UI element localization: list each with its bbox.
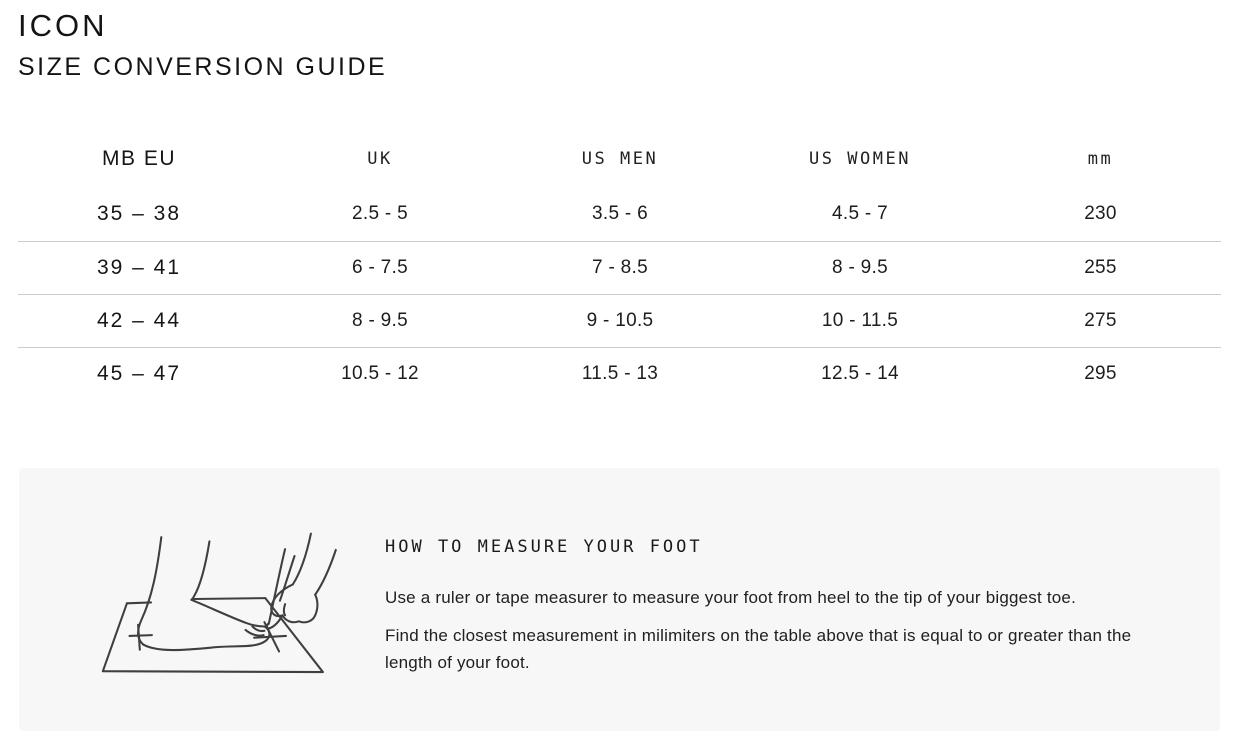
table-cell: 42 – 44: [18, 294, 260, 348]
table-row: 39 – 41 6 - 7.5 7 - 8.5 8 - 9.5 255: [18, 241, 1221, 295]
table-cell: 4.5 - 7: [740, 188, 980, 242]
table-header-row: MB EU UK US MEN US WOMEN mm: [18, 130, 1221, 188]
table-cell: 230: [980, 188, 1221, 242]
table-cell: 10.5 - 12: [341, 362, 419, 384]
page-subtitle: SIZE CONVERSION GUIDE: [18, 53, 388, 81]
table-cell: 8 - 9.5: [260, 294, 500, 348]
header-cell-uk: UK: [367, 149, 393, 169]
table-cell: 39 – 41: [18, 241, 260, 295]
table-row: 45 – 47 10.5 - 12 11.5 - 13 12.5 - 14 29…: [18, 347, 1221, 400]
measure-paragraph-1: Use a ruler or tape measurer to measure …: [385, 588, 1076, 607]
page-title: ICON: [18, 8, 108, 43]
table-cell: 35 – 38: [18, 188, 260, 242]
table-cell: 2.5 - 5: [260, 188, 500, 242]
how-to-measure-panel: HOW TO MEASURE YOUR FOOT Use a ruler or …: [19, 468, 1220, 731]
measure-heading: HOW TO MEASURE YOUR FOOT: [385, 537, 703, 557]
header-cell-us-men: US MEN: [581, 149, 659, 169]
header-cell-us-women: US WOMEN: [809, 149, 911, 169]
header-cell-mm: mm: [1087, 149, 1114, 169]
table-cell: 6 - 7.5: [260, 241, 500, 295]
size-conversion-table: MB EU UK US MEN US WOMEN mm 35 – 38 2.5 …: [18, 130, 1221, 400]
table-cell: 295: [1084, 362, 1117, 384]
table-row: 35 – 38 2.5 - 5 3.5 - 6 4.5 - 7 230: [18, 188, 1221, 242]
table-cell: 255: [980, 241, 1221, 295]
table-cell: 275: [980, 294, 1221, 348]
foot-measurement-illustration: [101, 532, 337, 674]
measure-instructions: HOW TO MEASURE YOUR FOOT Use a ruler or …: [385, 468, 1185, 676]
table-cell: 8 - 9.5: [740, 241, 980, 295]
table-cell: 12.5 - 14: [821, 362, 899, 384]
table-cell: 11.5 - 13: [581, 362, 659, 384]
table-row: 42 – 44 8 - 9.5 9 - 10.5 10 - 11.5 275: [18, 294, 1221, 348]
table-cell: 9 - 10.5: [500, 294, 740, 348]
page-header: ICON SIZE CONVERSION GUIDE: [18, 8, 387, 81]
table-cell: 3.5 - 6: [500, 188, 740, 242]
table-cell: 45 – 47: [96, 361, 182, 385]
table-cell: 10 - 11.5: [740, 294, 980, 348]
table-cell: 7 - 8.5: [500, 241, 740, 295]
header-cell-mb-eu: MB EU: [101, 147, 176, 170]
measure-paragraph-2: Find the closest measurement in milimite…: [385, 626, 1132, 672]
